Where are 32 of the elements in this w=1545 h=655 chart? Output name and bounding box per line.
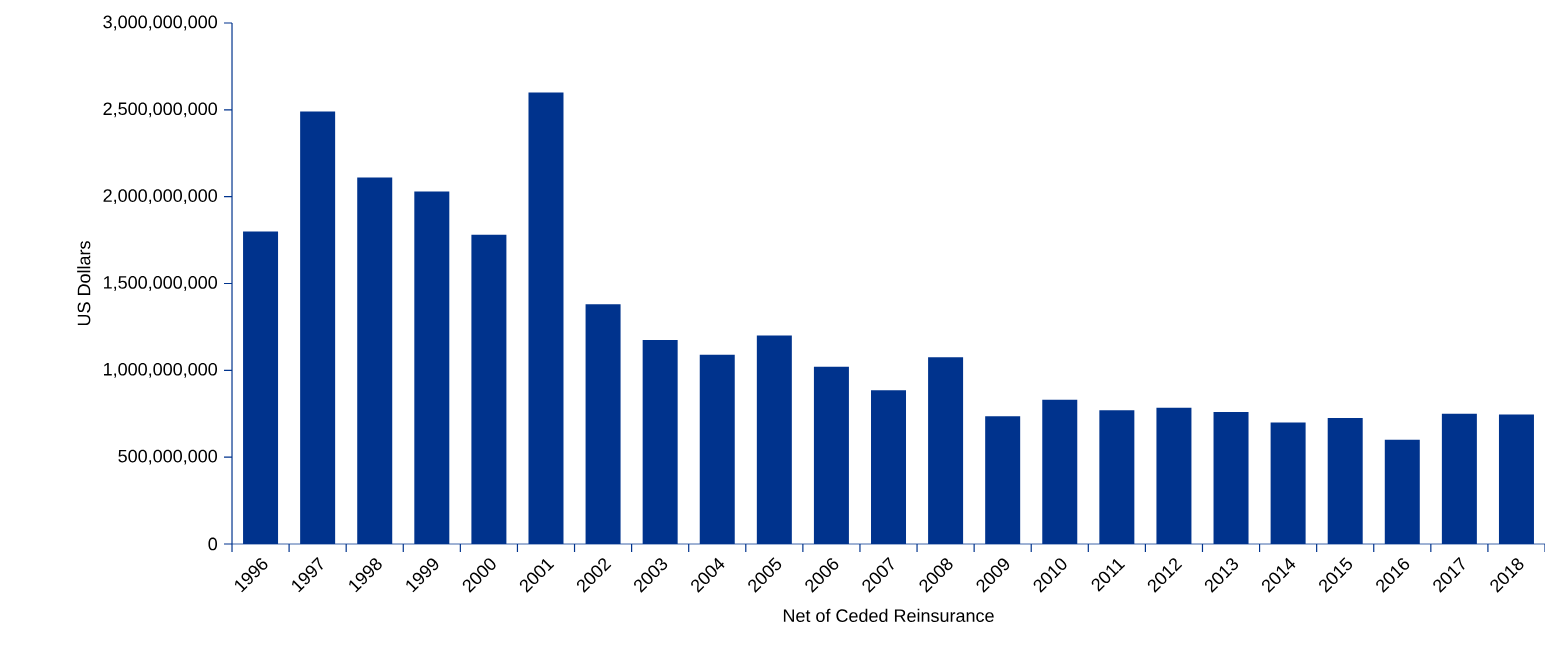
bar [528, 92, 564, 544]
bar [585, 304, 621, 544]
bar [414, 191, 450, 544]
bar [1213, 412, 1249, 544]
y-tick-label: 500,000,000 [118, 449, 218, 465]
y-axis-title: US Dollars [77, 241, 91, 326]
y-tick-label: 2,000,000,000 [103, 189, 218, 205]
bar [699, 354, 735, 544]
bar [1270, 422, 1306, 544]
y-tick-label: 0 [208, 537, 218, 551]
y-tick-label: 3,000,000,000 [103, 15, 218, 31]
bar [1099, 410, 1135, 544]
bar [756, 335, 792, 544]
bar [357, 177, 393, 544]
y-tick-label: 1,000,000,000 [104, 362, 218, 378]
bar [642, 339, 678, 544]
x-axis-title: Net of Ceded Reinsurance [783, 608, 994, 623]
bar [1156, 407, 1192, 544]
bar [1042, 399, 1078, 544]
bar [1441, 413, 1477, 544]
bar [471, 234, 507, 544]
bar [1327, 418, 1363, 544]
y-tick-label: 2,500,000,000 [103, 102, 218, 118]
bar [871, 390, 907, 544]
bar [300, 111, 336, 544]
bar [1498, 414, 1534, 544]
bar [928, 357, 964, 544]
y-tick-label: 1,500,000,000 [104, 276, 218, 291]
bar [243, 231, 279, 544]
bar [1384, 439, 1420, 544]
bar [985, 416, 1021, 544]
bar [813, 366, 849, 544]
